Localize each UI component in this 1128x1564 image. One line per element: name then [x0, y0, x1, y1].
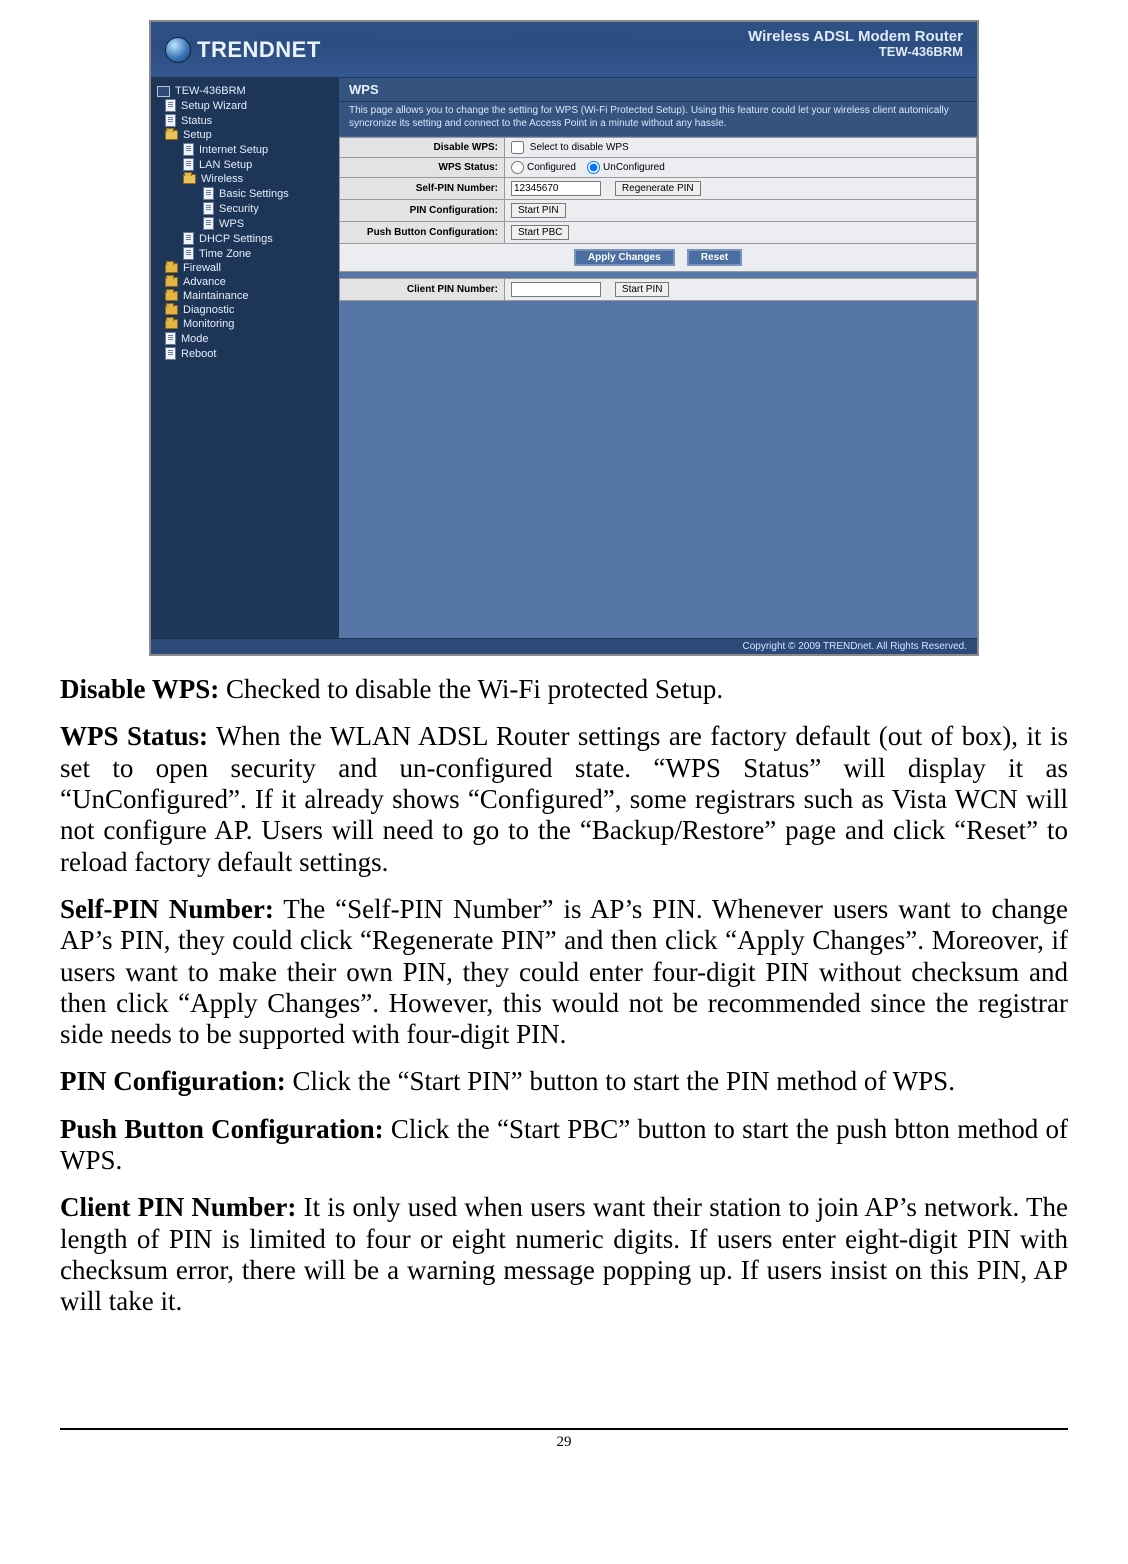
p4-label: PIN Configuration:: [60, 1066, 286, 1096]
nav-security[interactable]: Security: [203, 202, 339, 215]
logo-icon: [165, 37, 191, 63]
content-pane: WPS This page allows you to change the s…: [339, 78, 977, 638]
configured-radio[interactable]: [511, 161, 524, 174]
nav-time-zone[interactable]: Time Zone: [183, 247, 339, 260]
nav-firewall[interactable]: Firewall: [165, 262, 339, 274]
p1-body: Checked to disable the Wi-Fi protected S…: [219, 674, 723, 704]
pbc-label: Push Button Configuration:: [340, 222, 505, 244]
nav-maintainance[interactable]: Maintainance: [165, 290, 339, 302]
p5-label: Push Button Configuration:: [60, 1114, 384, 1144]
nav-dhcp-settings[interactable]: DHCP Settings: [183, 232, 339, 245]
configured-text: Configured: [527, 162, 576, 173]
nav-status[interactable]: Status: [165, 114, 339, 127]
nav-setup-wizard[interactable]: Setup Wizard: [165, 99, 339, 112]
settings-form: Disable WPS: Select to disable WPS WPS S…: [339, 137, 977, 244]
nav-mode[interactable]: Mode: [165, 332, 339, 345]
page-number: 29: [557, 1434, 572, 1450]
nav-advance[interactable]: Advance: [165, 276, 339, 288]
pin-config-label: PIN Configuration:: [340, 200, 505, 222]
start-pin-button[interactable]: Start PIN: [511, 203, 566, 218]
disable-wps-text: Select to disable WPS: [530, 142, 629, 153]
disable-wps-label: Disable WPS:: [340, 138, 505, 158]
doc-icon: [165, 114, 176, 127]
doc-icon: [183, 247, 194, 260]
header-title: Wireless ADSL Modem Router: [748, 28, 963, 45]
doc-icon: [183, 143, 194, 156]
folder-icon: [165, 291, 178, 301]
nav-reboot[interactable]: Reboot: [165, 347, 339, 360]
nav-lan-setup[interactable]: LAN Setup: [183, 158, 339, 171]
nav-wps[interactable]: WPS: [203, 217, 339, 230]
disable-wps-checkbox[interactable]: [511, 141, 524, 154]
p6-label: Client PIN Number:: [60, 1192, 296, 1222]
router-header: TRENDNET Wireless ADSL Modem Router TEW-…: [151, 22, 977, 78]
p4-body: Click the “Start PIN” button to start th…: [286, 1066, 955, 1096]
nav-root[interactable]: TEW-436BRM: [157, 85, 339, 97]
apply-changes-button[interactable]: Apply Changes: [574, 249, 675, 266]
self-pin-input[interactable]: [511, 181, 601, 196]
nav-wireless[interactable]: Wireless: [183, 173, 339, 185]
p2-body: When the WLAN ADSL Router settings are f…: [60, 721, 1068, 876]
doc-icon: [165, 347, 176, 360]
folder-icon: [165, 277, 178, 287]
doc-icon: [183, 232, 194, 245]
wps-status-label: WPS Status:: [340, 158, 505, 178]
nav-monitoring[interactable]: Monitoring: [165, 318, 339, 330]
document-body: Disable WPS: Checked to disable the Wi-F…: [60, 674, 1068, 1318]
regenerate-pin-button[interactable]: Regenerate PIN: [615, 181, 701, 196]
folder-icon: [165, 319, 178, 329]
nav-internet-setup[interactable]: Internet Setup: [183, 143, 339, 156]
self-pin-label: Self-PIN Number:: [340, 178, 505, 200]
p3-label: Self-PIN Number:: [60, 894, 274, 924]
nav-basic-settings[interactable]: Basic Settings: [203, 187, 339, 200]
nav-sidebar: TEW-436BRM Setup Wizard Status Setup Int…: [151, 78, 339, 638]
doc-icon: [203, 202, 214, 215]
folder-icon: [165, 263, 178, 273]
folder-icon: [183, 174, 196, 184]
nav-setup[interactable]: Setup: [165, 129, 339, 141]
start-pbc-button[interactable]: Start PBC: [511, 225, 569, 240]
doc-icon: [183, 158, 194, 171]
pc-icon: [157, 86, 170, 97]
p1-label: Disable WPS:: [60, 674, 219, 704]
doc-icon: [203, 217, 214, 230]
router-screenshot: TRENDNET Wireless ADSL Modem Router TEW-…: [149, 20, 979, 656]
header-model: TEW-436BRM: [748, 44, 963, 59]
client-pin-label: Client PIN Number:: [340, 279, 505, 301]
client-start-pin-button[interactable]: Start PIN: [615, 282, 670, 297]
doc-icon: [203, 187, 214, 200]
unconfigured-text: UnConfigured: [603, 162, 665, 173]
reset-button[interactable]: Reset: [687, 249, 742, 266]
section-title: WPS: [339, 78, 977, 102]
brand-text: TRENDNET: [197, 37, 321, 63]
client-pin-input[interactable]: [511, 282, 601, 297]
folder-icon: [165, 305, 178, 315]
doc-icon: [165, 332, 176, 345]
p2-label: WPS Status:: [60, 721, 208, 751]
section-desc: This page allows you to change the setti…: [339, 102, 977, 137]
unconfigured-radio[interactable]: [587, 161, 600, 174]
folder-icon: [165, 130, 178, 140]
nav-diagnostic[interactable]: Diagnostic: [165, 304, 339, 316]
doc-icon: [165, 99, 176, 112]
router-footer: Copyright © 2009 TRENDnet. All Rights Re…: [151, 638, 977, 654]
